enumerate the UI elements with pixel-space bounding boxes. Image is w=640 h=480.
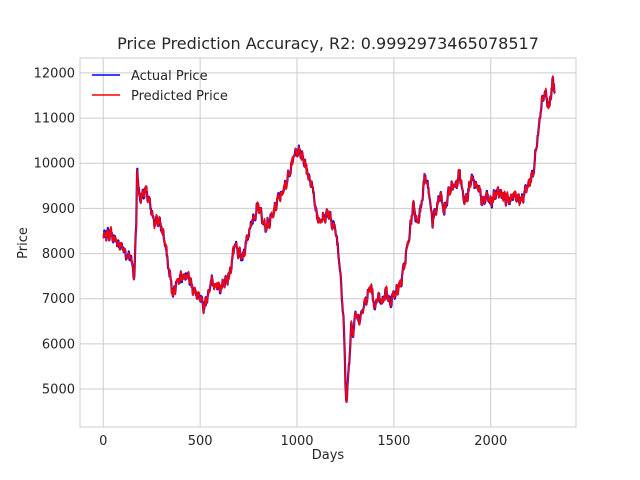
y-tick-label: 9000 bbox=[42, 202, 75, 217]
y-tick-label: 5000 bbox=[42, 383, 75, 398]
x-tick-label: 1000 bbox=[280, 434, 313, 449]
y-tick-label: 6000 bbox=[42, 337, 75, 352]
x-axis-label: Days bbox=[312, 448, 345, 463]
chart-title: Price Prediction Accuracy, R2: 0.9992973… bbox=[117, 34, 539, 53]
y-axis-label: Price bbox=[16, 227, 31, 259]
x-tick-label: 0 bbox=[99, 434, 107, 449]
grid bbox=[80, 58, 576, 427]
y-tick-label: 7000 bbox=[42, 292, 75, 307]
legend: Actual Price Predicted Price bbox=[92, 69, 228, 104]
y-tick-label: 12000 bbox=[34, 66, 75, 81]
tick-labels: 0 500 1000 1500 2000 5000 6000 7000 8000 9000 1000… bbox=[34, 66, 508, 449]
legend-label-predicted-price: Predicted Price bbox=[131, 89, 228, 104]
x-tick-label: 1500 bbox=[377, 434, 410, 449]
x-tick-label: 500 bbox=[188, 434, 213, 449]
series bbox=[102, 75, 556, 403]
series-line-predicted-price bbox=[102, 75, 556, 403]
y-tick-label: 8000 bbox=[42, 247, 75, 262]
y-tick-label: 10000 bbox=[34, 157, 75, 172]
y-tick-label: 11000 bbox=[34, 112, 75, 127]
axes-frame bbox=[79, 57, 577, 428]
legend-label-actual-price: Actual Price bbox=[131, 69, 208, 84]
x-tick-label: 2000 bbox=[474, 434, 507, 449]
